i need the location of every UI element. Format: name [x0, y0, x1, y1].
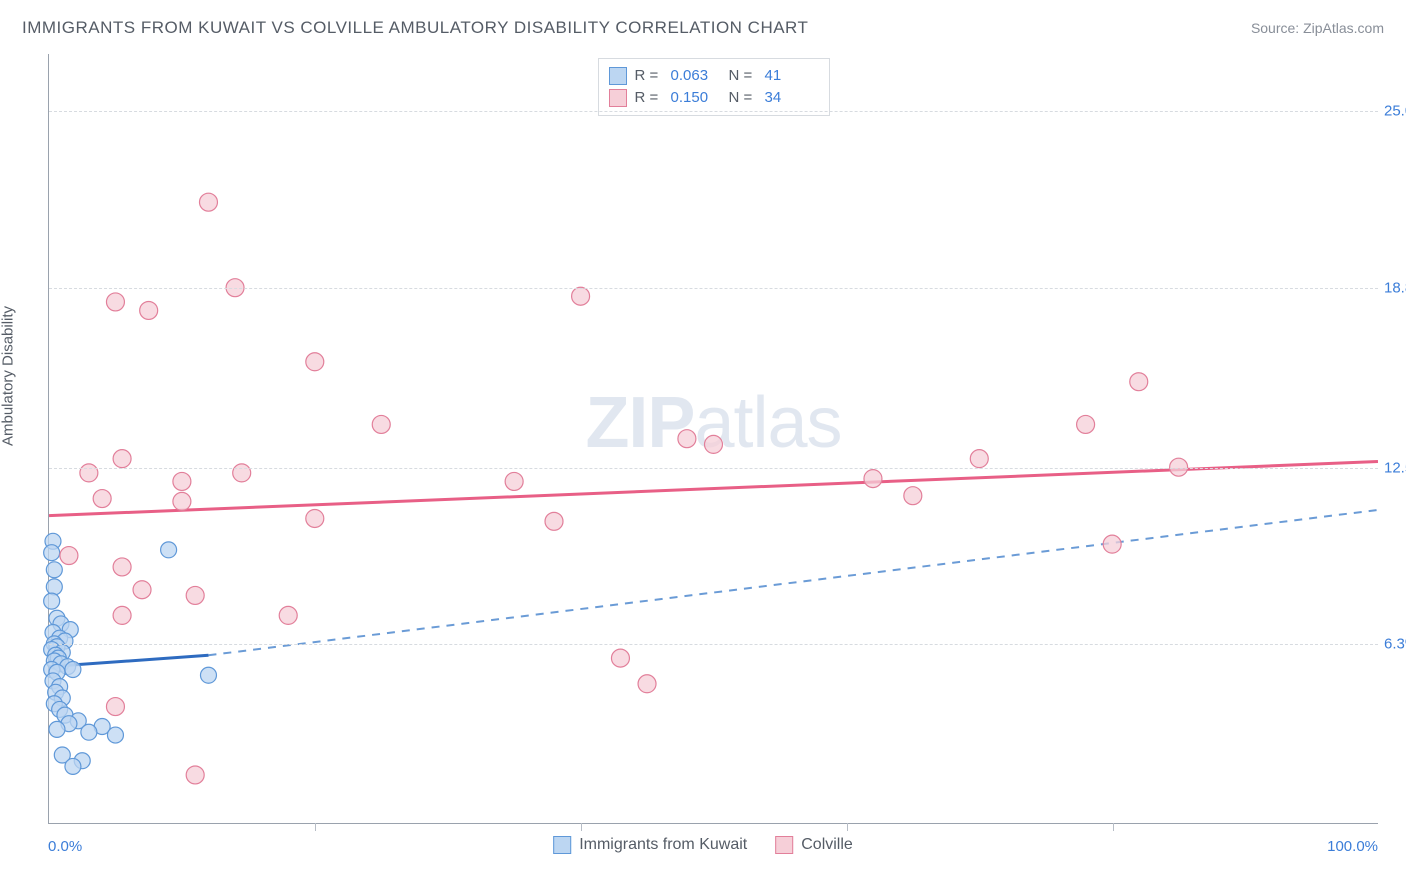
x-axis-min-label: 0.0% — [48, 838, 82, 855]
x-tick — [315, 823, 316, 831]
data-point-kuwait — [107, 727, 123, 743]
data-point-colville — [1077, 415, 1095, 433]
data-point-colville — [505, 472, 523, 490]
data-point-colville — [1103, 535, 1121, 553]
data-point-colville — [864, 470, 882, 488]
data-point-kuwait — [49, 721, 65, 737]
data-point-colville — [133, 581, 151, 599]
legend-N-value: 34 — [765, 87, 815, 109]
data-point-colville — [113, 606, 131, 624]
legend-series-item: Immigrants from Kuwait — [553, 836, 747, 854]
data-point-colville — [572, 287, 590, 305]
data-point-colville — [306, 510, 324, 528]
legend-series-label: Immigrants from Kuwait — [579, 836, 747, 854]
data-point-colville — [372, 415, 390, 433]
legend-R-label: R = — [635, 87, 663, 109]
data-point-kuwait — [46, 562, 62, 578]
legend-N-label: N = — [729, 65, 757, 87]
y-tick-label: 6.3% — [1384, 636, 1406, 653]
data-point-colville — [106, 698, 124, 716]
x-tick — [581, 823, 582, 831]
legend-series-item: Colville — [775, 836, 853, 854]
data-point-colville — [106, 293, 124, 311]
y-axis-label: Ambulatory Disability — [0, 306, 17, 446]
gridline-h — [49, 468, 1378, 469]
legend-swatch-icon — [775, 836, 793, 854]
data-point-colville — [704, 435, 722, 453]
legend-correlation-row: R = 0.150 N = 34 — [609, 87, 815, 109]
y-tick-label: 25.0% — [1384, 103, 1406, 120]
data-point-kuwait — [65, 758, 81, 774]
legend-series: Immigrants from Kuwait Colville — [553, 836, 853, 854]
legend-swatch-icon — [609, 89, 627, 107]
x-axis-max-label: 100.0% — [1327, 838, 1378, 855]
legend-R-value: 0.150 — [671, 87, 721, 109]
data-point-kuwait — [161, 542, 177, 558]
gridline-h — [49, 644, 1378, 645]
source-label: Source: ZipAtlas.com — [1251, 20, 1384, 36]
chart-svg — [49, 54, 1378, 823]
data-point-colville — [611, 649, 629, 667]
x-tick — [847, 823, 848, 831]
data-point-colville — [93, 490, 111, 508]
legend-correlation-row: R = 0.063 N = 41 — [609, 65, 815, 87]
data-point-colville — [186, 586, 204, 604]
y-tick-label: 12.5% — [1384, 459, 1406, 476]
y-tick-label: 18.8% — [1384, 279, 1406, 296]
trend-line-dash-kuwait — [208, 510, 1377, 655]
data-point-colville — [60, 547, 78, 565]
data-point-colville — [306, 353, 324, 371]
data-point-colville — [970, 450, 988, 468]
gridline-h — [49, 111, 1378, 112]
data-point-colville — [279, 606, 297, 624]
data-point-colville — [638, 675, 656, 693]
data-point-colville — [1130, 373, 1148, 391]
legend-R-value: 0.063 — [671, 65, 721, 87]
legend-correlation: R = 0.063 N = 41 R = 0.150 N = 34 — [598, 58, 830, 116]
data-point-colville — [140, 301, 158, 319]
data-point-kuwait — [44, 593, 60, 609]
data-point-kuwait — [46, 579, 62, 595]
legend-swatch-icon — [553, 836, 571, 854]
x-tick — [1113, 823, 1114, 831]
data-point-kuwait — [200, 667, 216, 683]
chart-title: IMMIGRANTS FROM KUWAIT VS COLVILLE AMBUL… — [22, 18, 808, 38]
data-point-colville — [173, 492, 191, 510]
plot-area: ZIPatlas R =0.063N =41R =0.150N =34 6.3%… — [48, 54, 1378, 824]
data-point-colville — [678, 430, 696, 448]
data-point-colville — [186, 766, 204, 784]
legend-N-label: N = — [729, 87, 757, 109]
legend-R-label: R = — [635, 65, 663, 87]
data-point-colville — [545, 512, 563, 530]
data-point-colville — [199, 193, 217, 211]
data-point-kuwait — [44, 545, 60, 561]
data-point-colville — [904, 487, 922, 505]
legend-series-label: Colville — [801, 836, 853, 854]
legend-swatch-icon — [609, 67, 627, 85]
data-point-kuwait — [81, 724, 97, 740]
data-point-colville — [113, 450, 131, 468]
data-point-colville — [173, 472, 191, 490]
data-point-kuwait — [65, 662, 81, 678]
data-point-colville — [113, 558, 131, 576]
legend-N-value: 41 — [765, 65, 815, 87]
gridline-h — [49, 288, 1378, 289]
